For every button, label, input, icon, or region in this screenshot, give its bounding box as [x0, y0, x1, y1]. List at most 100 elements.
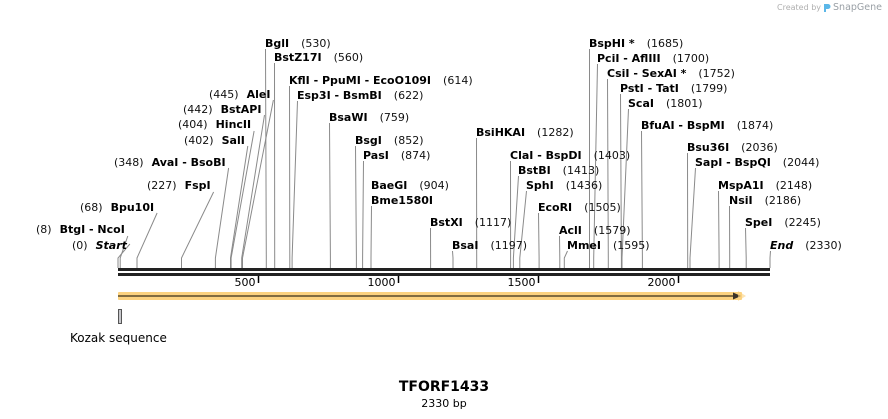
restriction-site-label[interactable]: (402) SalI	[184, 134, 245, 147]
tick-label: 1500	[507, 276, 536, 289]
site-name: BsaI	[452, 239, 479, 252]
restriction-site-label[interactable]: BstXI (1117)	[430, 216, 511, 229]
site-name: MmeI	[567, 239, 601, 252]
site-leader-line	[621, 108, 629, 268]
map-length: 2330 bp	[421, 397, 467, 410]
restriction-site-label[interactable]: SapI - BspQI (2044)	[695, 156, 819, 169]
map-title: TFORF1433	[398, 379, 490, 395]
site-name: BsgI	[355, 134, 382, 147]
restriction-site-label[interactable]: PciI - AflIII (1700)	[597, 52, 709, 65]
site-position: (2186)	[764, 194, 802, 207]
site-name: NsiI	[729, 194, 753, 207]
site-name: Start	[95, 239, 127, 252]
site-name: ClaI - BspDI	[510, 149, 582, 162]
site-name: PstI - TatI	[620, 82, 679, 95]
site-position: (1403)	[593, 149, 631, 162]
restriction-site-label[interactable]: SphI (1436)	[526, 179, 602, 192]
site-name: BtgI - NcoI	[59, 223, 125, 236]
restriction-site-label[interactable]: BspHI * (1685)	[589, 37, 683, 50]
site-name: BstZ17I	[274, 51, 322, 64]
restriction-site-label[interactable]: (227) FspI	[147, 179, 211, 192]
restriction-site-label[interactable]: MspA1I (2148)	[718, 179, 812, 192]
site-name: Esp3I - BsmBI	[297, 89, 382, 102]
site-leader-line	[563, 250, 568, 268]
backbone-bottom	[118, 273, 770, 276]
site-leader-line	[117, 243, 131, 268]
site-position: (2148)	[775, 179, 813, 192]
site-leader-line	[689, 167, 696, 268]
site-position: (2036)	[741, 141, 778, 154]
site-leader-line	[214, 167, 230, 268]
restriction-site-label[interactable]: (442) BstAPI	[183, 103, 261, 116]
site-name: BstAPI	[220, 103, 262, 116]
site-position: (402)	[184, 134, 214, 147]
restriction-site-label[interactable]: SpeI (2245)	[745, 216, 821, 229]
snapgene-logo-icon	[824, 3, 831, 12]
site-position: (1282)	[537, 126, 574, 139]
site-leader-line	[119, 235, 129, 268]
site-leader-line	[512, 175, 519, 268]
kozak-sequence-feature[interactable]	[118, 309, 122, 324]
restriction-site-label[interactable]: BfuAI - BspMI (1874)	[641, 119, 773, 132]
site-name: CsiI - SexAI *	[607, 67, 687, 80]
restriction-site-label[interactable]: ClaI - BspDI (1403)	[510, 149, 630, 162]
site-position: (1685)	[646, 37, 684, 50]
site-name: BsiHKAI	[476, 126, 526, 139]
restriction-site-label[interactable]: Bsu36I (2036)	[687, 141, 778, 154]
restriction-site-label[interactable]: AclI (1579)	[559, 224, 630, 237]
restriction-site-label[interactable]: NsiI (2186)	[729, 194, 801, 207]
site-name: Bme1580I	[371, 194, 434, 207]
tick-label: 2000	[647, 276, 676, 289]
site-name: AvaI - BsoBI	[151, 156, 226, 169]
restriction-site-label[interactable]: BsaWI (759)	[329, 111, 409, 124]
site-name: AleI	[246, 88, 271, 101]
site-name: End	[770, 239, 794, 252]
site-position: (614)	[443, 74, 473, 87]
restriction-site-label[interactable]: BsaI (1197)	[452, 239, 527, 252]
restriction-site-label[interactable]: (68) Bpu10I	[80, 201, 154, 214]
site-position: (1700)	[672, 52, 710, 65]
site-position: (874)	[400, 149, 431, 162]
site-leader-line	[265, 48, 267, 268]
site-name: SapI - BspQI	[695, 156, 771, 169]
restriction-site-label[interactable]: BsiHKAI (1282)	[476, 126, 574, 139]
site-position: (1874)	[736, 119, 774, 132]
restriction-site-label[interactable]: BstZ17I (560)	[274, 51, 363, 64]
restriction-site-label[interactable]: (445) AleI	[209, 88, 270, 101]
restriction-site-label[interactable]: Esp3I - BsmBI (622)	[297, 89, 423, 102]
site-position: (1117)	[474, 216, 512, 229]
backbone-top	[118, 268, 770, 271]
kozak-sequence-label: Kozak sequence	[70, 331, 167, 345]
site-leader-line	[329, 122, 331, 268]
site-position: (759)	[379, 111, 410, 124]
restriction-site-label[interactable]: (8) BtgI - NcoI	[36, 223, 125, 236]
credit-prefix: Created by	[777, 3, 822, 12]
site-name: HincII	[215, 118, 252, 131]
restriction-site-label[interactable]: PasI (874)	[363, 149, 430, 162]
restriction-site-label[interactable]: EcoRI (1505)	[538, 201, 621, 214]
restriction-site-label[interactable]: BaeGI (904)	[371, 179, 449, 192]
site-lines	[117, 48, 771, 268]
site-position: (622)	[393, 89, 424, 102]
site-position: (1595)	[612, 239, 650, 252]
restriction-site-label[interactable]: (0) Start	[72, 239, 127, 252]
restriction-site-label[interactable]: ScaI (1801)	[628, 97, 703, 110]
site-leader-line	[230, 145, 249, 268]
restriction-site-label[interactable]: BsgI (852)	[355, 134, 424, 147]
site-leader-line	[593, 63, 598, 268]
restriction-site-label[interactable]: MmeI (1595)	[567, 239, 650, 252]
snapgene-credit: Created by SnapGene	[777, 2, 882, 13]
restriction-site-label[interactable]: BglI (530)	[265, 37, 331, 50]
restriction-site-label[interactable]: PstI - TatI (1799)	[620, 82, 727, 95]
site-position: (442)	[183, 103, 213, 116]
restriction-site-label[interactable]: (348) AvaI - BsoBI	[114, 156, 226, 169]
orf-arrow[interactable]	[118, 291, 746, 301]
restriction-site-label[interactable]: Bme1580I	[371, 194, 433, 207]
restriction-site-label[interactable]: KflI - PpuMI - EcoO109I (614)	[289, 74, 473, 87]
restriction-site-label[interactable]: (404) HincII	[178, 118, 251, 131]
restriction-site-label[interactable]: End (2330)	[770, 239, 842, 252]
restriction-site-label[interactable]: CsiI - SexAI * (1752)	[607, 67, 735, 80]
site-name: KflI - PpuMI - EcoO109I	[289, 74, 432, 87]
restriction-site-label[interactable]: BstBI (1413)	[518, 164, 599, 177]
